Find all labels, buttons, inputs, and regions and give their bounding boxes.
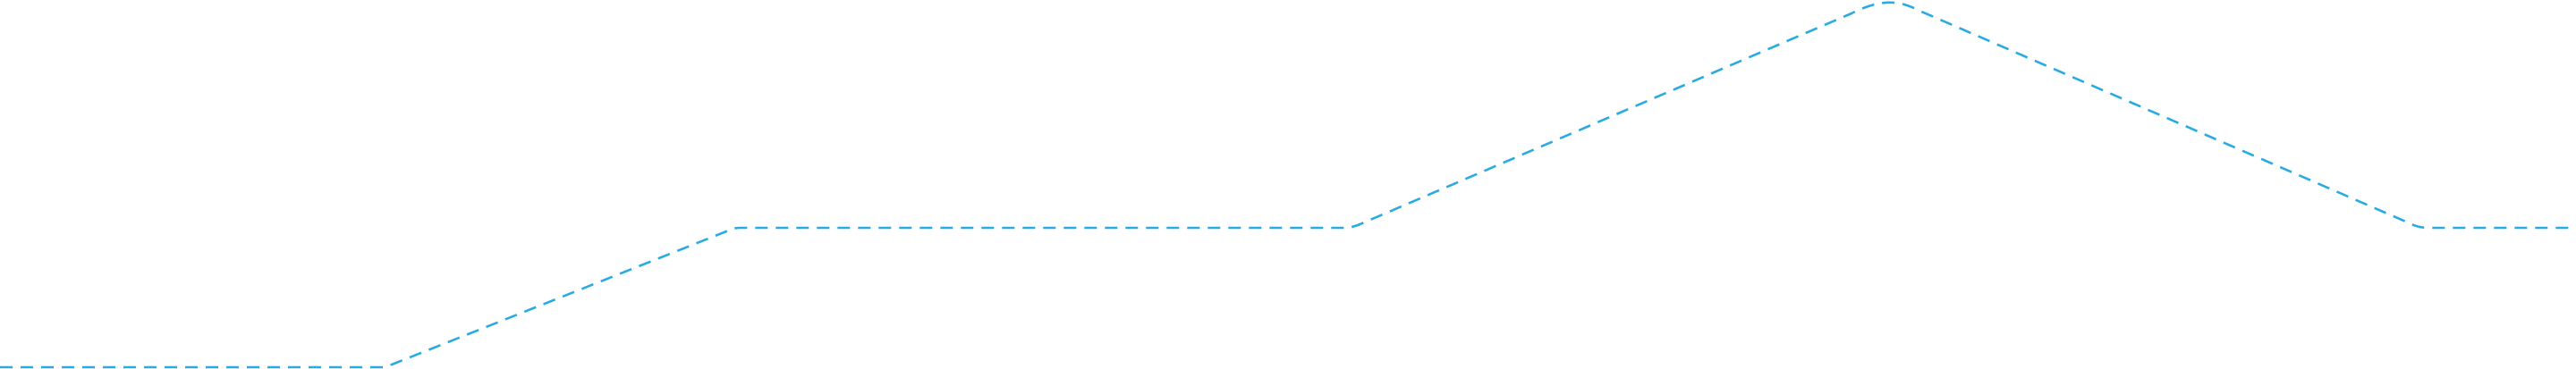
decorative-canvas (0, 0, 2576, 369)
dashed-connector-graphic (0, 1, 2576, 369)
dashed-connector-line (0, 1, 2576, 369)
